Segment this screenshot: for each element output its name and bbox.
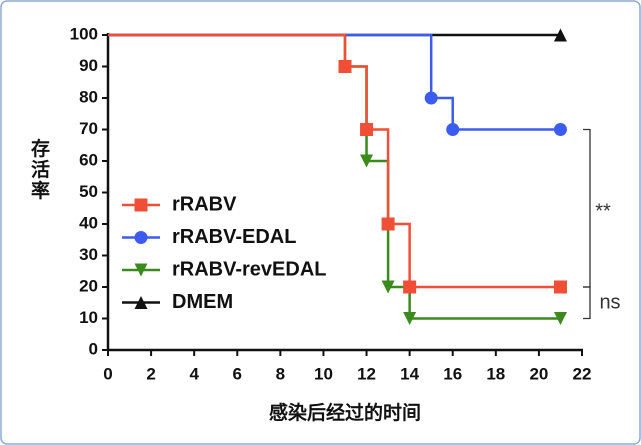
y-axis-title-text: 存活率	[28, 137, 50, 201]
x-tick-label: 12	[357, 364, 376, 383]
y-tick-label: 60	[79, 150, 98, 169]
x-tick-label: 4	[189, 364, 199, 383]
legend-label: rRABV	[172, 193, 237, 215]
marker	[134, 198, 148, 212]
y-tick-label: 100	[70, 24, 98, 43]
marker	[134, 263, 148, 277]
x-axis-title: 感染后经过的时间	[269, 401, 421, 424]
y-tick-label: 10	[79, 308, 98, 327]
y-tick-label: 90	[79, 56, 98, 75]
y-tick-label: 40	[79, 213, 98, 232]
marker	[134, 296, 148, 309]
legend-label: rRABV-EDAL	[172, 226, 296, 248]
marker	[134, 231, 148, 244]
y-axis-title: 存活率	[28, 137, 50, 201]
survival-line	[108, 33, 561, 289]
legend-label: rRABV-revEDAL	[172, 258, 326, 280]
y-tick-label: 30	[79, 245, 98, 264]
annotation: **	[595, 200, 611, 222]
x-tick-label: 10	[314, 364, 333, 383]
survival-line	[108, 33, 561, 131]
y-tick-label: 0	[89, 339, 98, 358]
x-tick-label: 8	[276, 364, 285, 383]
marker	[553, 312, 567, 325]
marker	[403, 280, 417, 294]
marker	[360, 154, 374, 168]
marker	[553, 280, 567, 294]
marker	[446, 123, 460, 136]
marker	[403, 312, 417, 325]
marker	[360, 123, 374, 136]
x-tick-label: 6	[233, 364, 242, 383]
x-tick-label: 16	[443, 364, 462, 383]
marker	[553, 123, 567, 136]
x-tick-label: 20	[529, 364, 548, 383]
y-tick-label: 50	[79, 182, 98, 201]
bracket	[583, 286, 591, 320]
marker	[424, 91, 438, 105]
y-tick-label: 70	[79, 119, 98, 138]
x-tick-label: 0	[103, 364, 112, 383]
x-tick-label: 14	[400, 364, 419, 383]
marker	[553, 28, 567, 42]
annotation: ns	[599, 291, 620, 313]
x-tick-label: 22	[573, 364, 592, 383]
marker	[338, 60, 352, 73]
marker	[381, 280, 395, 294]
x-tick-label: 2	[146, 364, 155, 383]
legend-label: DMEM	[172, 291, 233, 313]
x-tick-label: 18	[486, 364, 505, 383]
y-tick-label: 80	[79, 87, 98, 106]
marker	[381, 217, 395, 231]
y-tick-label: 20	[79, 276, 98, 295]
